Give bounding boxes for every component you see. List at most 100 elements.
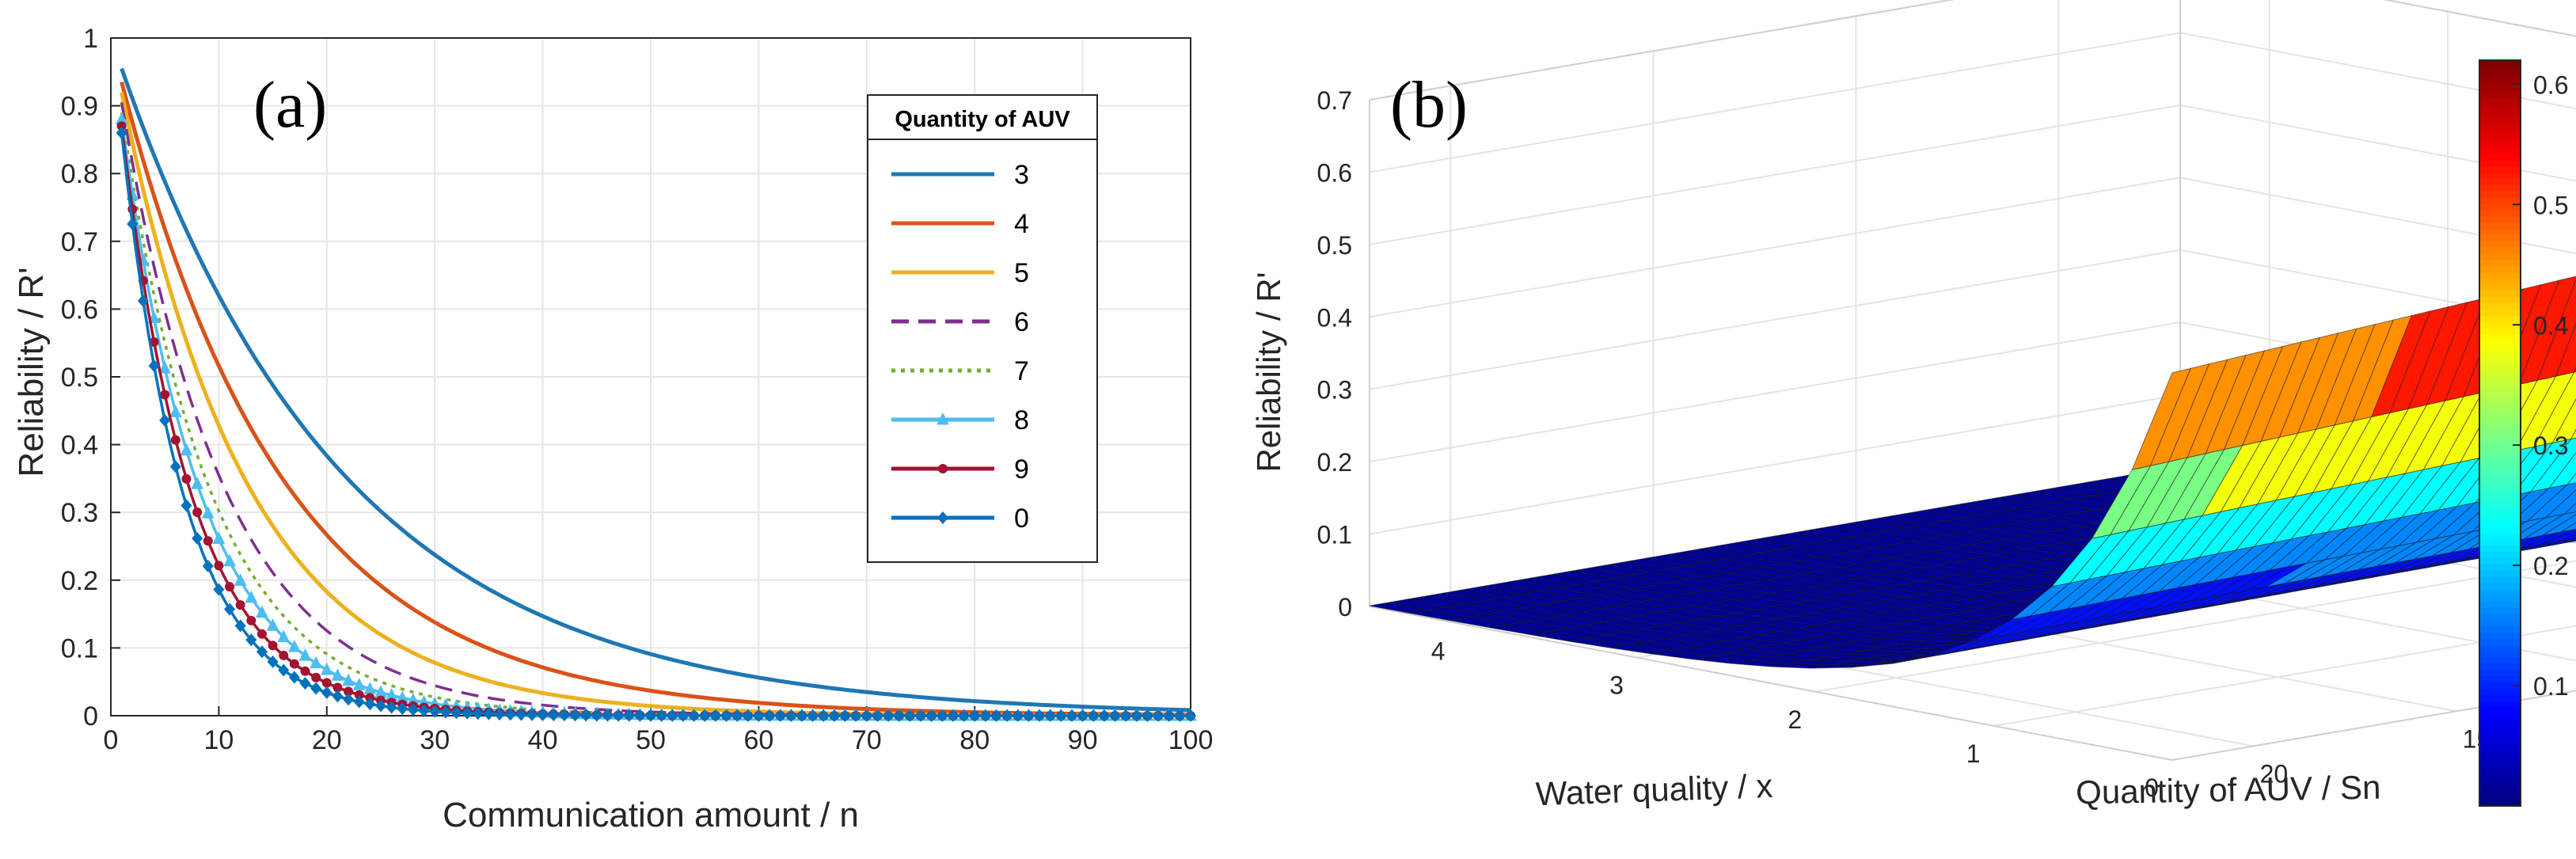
series-marker-0 [872,709,883,722]
surface-patch [2567,473,2576,485]
colorbar-swatch [2479,196,2521,204]
series-marker-0 [623,709,635,722]
series-marker-9 [235,600,245,610]
series-marker-0 [925,709,937,722]
series-marker-9 [344,686,354,697]
surface-patch [2533,371,2576,447]
colorbar-swatch [2479,85,2521,93]
series-marker-0 [137,295,149,308]
series-marker-0 [1130,709,1142,722]
series-marker-0 [278,663,290,677]
surface-patch [2555,322,2576,377]
series-marker-0 [213,583,225,596]
legend-entry-5: 5 [1014,258,1029,288]
surface-patch [2536,538,2576,549]
colorbar-tick-label: 0.6 [2533,70,2568,99]
series-marker-9 [181,473,192,484]
colorbar-swatch [2479,700,2521,708]
colorbar-swatch [2479,470,2521,477]
series-marker-9 [332,682,343,693]
colorbar-swatch [2479,427,2521,434]
colorbar-swatch [2479,501,2521,509]
series-marker-0 [893,709,905,722]
series-marker-0 [731,709,743,722]
series-marker-0 [159,414,171,428]
colorbar-swatch [2479,420,2521,428]
colorbar-swatch [2479,178,2521,185]
series-marker-0 [127,217,139,230]
series-marker-0 [645,709,656,722]
legend-entry-3: 3 [1014,160,1029,190]
series-marker-0 [397,702,408,716]
colorbar-swatch [2479,774,2521,782]
x-gridline [1993,625,2576,727]
series-marker-0 [1142,709,1153,722]
series-marker-9 [116,121,127,131]
colorbar-swatch [2479,656,2521,664]
colorbar-swatch [2479,141,2521,148]
colorbar-swatch [2479,358,2521,366]
y-tick-label: 0.7 [61,227,98,257]
colorbar-swatch [2479,750,2521,758]
colorbar-swatch [2479,290,2521,298]
colorbar-swatch [2479,476,2521,484]
x-tick-label: 50 [636,725,666,755]
x-tick-label: 2 [1788,705,1802,734]
colorbar-swatch [2479,401,2521,409]
colorbar-swatch [2479,277,2521,285]
colorbar-swatch [2479,451,2521,459]
series-marker-0 [462,706,473,720]
colorbar-swatch [2479,327,2521,335]
z-tick-label: 0.5 [1317,231,1352,260]
series-marker-0 [569,709,581,722]
surface-patch [2551,398,2576,444]
surface-patch [2563,503,2576,515]
surface-patch [2548,452,2576,489]
series-marker-0 [1098,709,1110,722]
colorbar-swatch [2479,488,2521,496]
series-marker-0 [439,705,451,719]
series-marker-0 [494,708,506,721]
series-marker-8 [288,640,301,652]
series-marker-0 [709,709,721,722]
colorbar-swatch [2479,800,2521,807]
series-marker-0 [720,709,732,722]
colorbar-tick-label: 0.2 [2533,552,2568,580]
colorbar-swatch [2479,713,2521,720]
colorbar-swatch [2479,395,2521,403]
colorbar-swatch [2479,669,2521,677]
series-marker-0 [818,709,830,722]
colorbar-swatch [2479,109,2521,117]
colorbar-swatch [2479,756,2521,764]
series-marker-0 [1001,709,1013,722]
colorbar-swatch [2479,433,2521,440]
series-marker-0 [299,677,311,690]
colorbar-swatch [2479,283,2521,291]
y-tick-label: 20 [2260,759,2289,788]
colorbar-swatch [2479,203,2521,211]
series-marker-0 [785,709,797,722]
legend-entry-7: 7 [1014,356,1029,386]
colorbar-swatch [2479,687,2521,695]
x-tick-label: 100 [1168,725,1214,755]
colorbar-swatch [2479,122,2521,130]
colorbar-swatch [2479,538,2521,546]
colorbar: 0.1 0.2 0.3 0.4 0.5 0.6 [2479,59,2568,807]
series-marker-8 [191,477,203,489]
colorbar-swatch [2479,259,2521,267]
series-marker-8 [320,662,333,675]
colorbar-swatch [2479,638,2521,645]
series-marker-0 [321,686,332,699]
colorbar-swatch [2479,215,2521,223]
series-marker-0 [429,705,441,718]
colorbar-swatch [2479,495,2521,503]
series-marker-8 [342,673,355,686]
chart-panel-b: 00.10.20.30.40.50.60.70123425101520 Wate… [1250,0,2576,812]
series-marker-9 [268,640,278,651]
colorbar-swatch [2479,352,2521,359]
series-marker-0 [699,709,711,722]
colorbar-swatch [2479,619,2521,627]
colorbar-swatch [2479,364,2521,372]
surface-patch [2570,428,2576,440]
